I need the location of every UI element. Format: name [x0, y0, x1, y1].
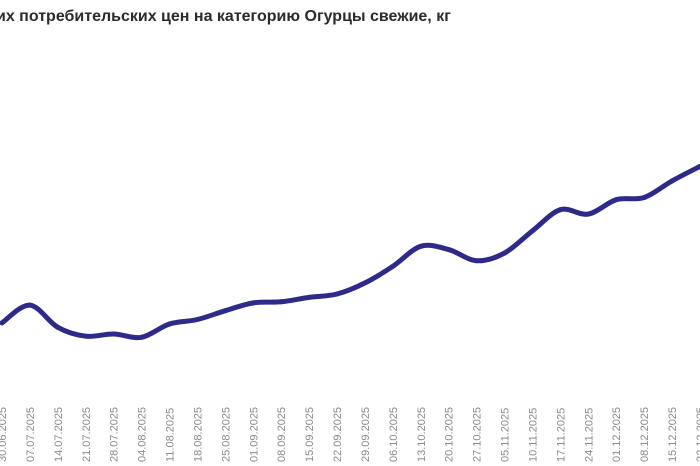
x-tick-label: 18.08.2025: [192, 407, 204, 462]
x-tick-label: 25.08.2025: [220, 407, 232, 462]
x-tick-label: 08.12.2025: [639, 407, 651, 462]
data-point: [474, 258, 480, 264]
x-tick-label: 29.09.2025: [360, 407, 372, 462]
data-point: [250, 300, 256, 306]
data-point: [418, 243, 424, 249]
x-tick-label: 14.07.2025: [53, 407, 65, 462]
x-tick-label: 24.11.2025: [583, 408, 595, 462]
data-point: [306, 294, 312, 300]
data-point: [613, 197, 619, 203]
x-tick-label: 21.07.2025: [81, 407, 93, 462]
data-point: [641, 195, 647, 200]
data-point: [167, 321, 172, 327]
data-point: [278, 299, 284, 305]
data-point: [446, 247, 452, 253]
data-point: [0, 320, 5, 326]
data-point: [530, 228, 535, 234]
x-tick-label: 05.11.2025: [500, 408, 512, 462]
x-tick-label: 15.09.2025: [304, 407, 316, 462]
data-point: [55, 324, 61, 330]
x-tick-label: 20.10.2025: [444, 407, 456, 462]
data-point: [557, 207, 563, 213]
data-point: [585, 211, 591, 217]
x-tick-label: 10.11.2025: [528, 408, 540, 462]
x-tick-label: 11.08.2025: [165, 408, 177, 462]
series-line-layer: [0, 163, 700, 341]
data-point: [222, 308, 228, 314]
x-tick-label: 04.08.2025: [137, 407, 149, 462]
series-line: [0, 163, 700, 341]
chart-title: их потребительских цен на категорию Огур…: [0, 8, 451, 25]
x-tick-label: 28.07.2025: [109, 407, 121, 462]
data-point: [502, 250, 508, 256]
data-point: [390, 263, 396, 269]
x-tick-label: 30.06.2025: [0, 407, 9, 462]
x-tick-label: 22.12.2025: [695, 407, 700, 462]
x-tick-label: 13.10.2025: [416, 407, 428, 462]
data-point: [83, 333, 89, 339]
x-tick-label: 15.12.2025: [667, 407, 679, 462]
x-tick-label: 01.12.2025: [611, 407, 623, 462]
data-point: [139, 334, 145, 340]
data-point: [334, 291, 340, 297]
data-point: [27, 302, 33, 308]
x-tick-label: 27.10.2025: [472, 407, 484, 462]
x-tick-label: 07.07.2025: [25, 407, 37, 462]
x-tick-label: 06.10.2025: [388, 407, 400, 462]
x-tick-label: 08.09.2025: [276, 407, 288, 462]
data-point: [669, 178, 675, 184]
data-point: [194, 317, 200, 322]
data-point: [111, 331, 117, 337]
x-tick-label: 17.11.2025: [555, 408, 567, 462]
x-axis-tick-labels: 30.06.2025 07.07.2025 14.07.2025 21.07.2025…: [0, 407, 700, 462]
data-point: [362, 280, 368, 286]
data-point: [697, 163, 700, 169]
x-tick-label: 01.09.2025: [248, 407, 260, 462]
x-tick-label: 22.09.2025: [332, 407, 344, 462]
